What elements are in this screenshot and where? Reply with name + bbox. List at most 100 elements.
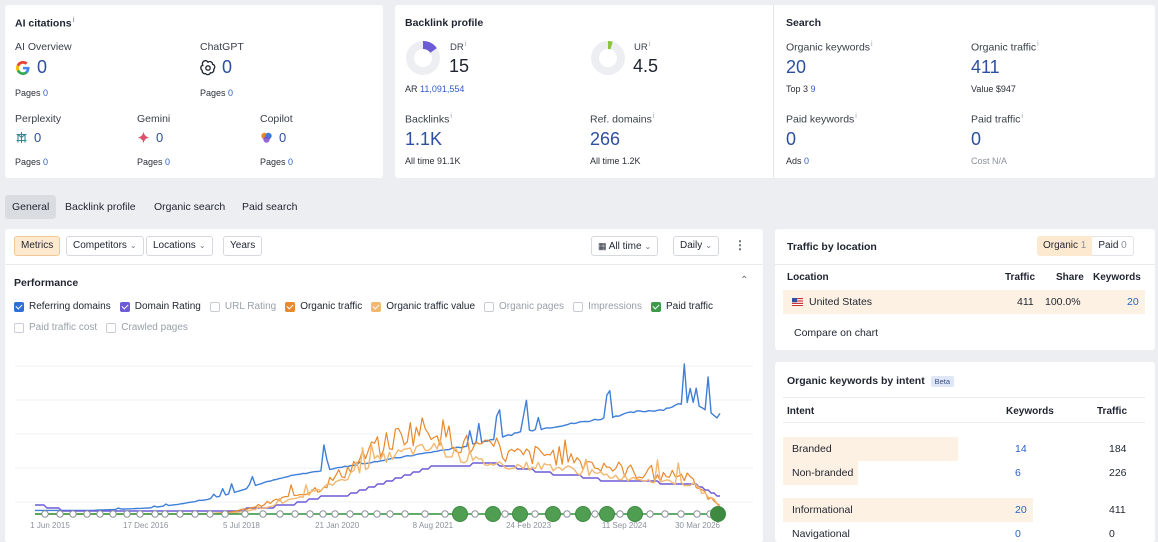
paid-traffic-marker[interactable] xyxy=(471,510,479,518)
intent-keywords[interactable]: 20 xyxy=(1015,504,1027,516)
paid-traffic-marker[interactable] xyxy=(421,510,429,518)
competitors-dropdown[interactable]: Competitors ⌄ xyxy=(66,236,144,256)
paid-traffic-marker[interactable] xyxy=(616,510,624,518)
locations-dropdown[interactable]: Locations ⌄ xyxy=(146,236,213,256)
paid-traffic-marker[interactable] xyxy=(161,510,169,518)
intent-keywords[interactable]: 14 xyxy=(1015,443,1027,455)
paid-traffic-marker[interactable] xyxy=(361,510,369,518)
paid-traffic-marker[interactable] xyxy=(501,510,509,518)
paid-traffic-marker[interactable] xyxy=(221,510,229,518)
intent-keywords[interactable]: 6 xyxy=(1015,467,1021,479)
organic-traffic-value[interactable]: 411 xyxy=(971,57,1000,77)
checkbox-paid-traffic-cost[interactable]: Paid traffic cost xyxy=(14,322,97,333)
checkbox-paid-traffic[interactable]: Paid traffic xyxy=(650,301,713,312)
paid-traffic-marker[interactable] xyxy=(136,510,144,518)
backlinks-value[interactable]: 1.1K xyxy=(405,129,443,149)
paid-traffic-marker[interactable] xyxy=(96,510,104,518)
paid-traffic-marker[interactable] xyxy=(319,510,327,518)
intent-row[interactable]: Non-branded 6 226 xyxy=(783,461,1145,485)
paid-traffic-marker[interactable] xyxy=(151,510,159,518)
paid-traffic-marker[interactable] xyxy=(661,510,669,518)
paid-traffic-marker[interactable] xyxy=(41,510,49,518)
paid-traffic-marker[interactable] xyxy=(441,510,449,518)
checkbox-organic-traffic-value[interactable]: Organic traffic value xyxy=(371,301,475,312)
compare-on-chart-link[interactable]: Compare on chart xyxy=(794,327,879,339)
checkbox-crawled-pages[interactable]: Crawled pages xyxy=(106,322,188,333)
series-line-organic-traffic-value[interactable] xyxy=(35,439,721,515)
paid-traffic-marker[interactable] xyxy=(176,510,184,518)
paid-traffic-marker[interactable] xyxy=(306,510,314,518)
paid-traffic-marker[interactable] xyxy=(206,510,214,518)
intent-row[interactable]: Informational 20 411 xyxy=(783,498,1145,522)
organic-keywords-value[interactable]: 20 xyxy=(786,57,807,77)
paid-traffic-marker[interactable] xyxy=(56,510,64,518)
copilot-metric[interactable]: 0 xyxy=(260,130,286,145)
location-keywords[interactable]: 20 xyxy=(1127,296,1139,308)
paid-traffic-marker[interactable] xyxy=(373,510,381,518)
paid-keywords-value[interactable]: 0 xyxy=(786,129,797,149)
table-row[interactable]: United States 411 100.0% 20 xyxy=(783,290,1145,314)
ref-domains-value[interactable]: 266 xyxy=(590,129,621,149)
paid-traffic-marker[interactable] xyxy=(646,510,654,518)
paid-traffic-marker[interactable] xyxy=(591,510,599,518)
paid-traffic-marker[interactable] xyxy=(109,510,117,518)
paid-traffic-value[interactable]: 0 xyxy=(971,129,982,149)
paid-traffic-marker[interactable] xyxy=(677,510,685,518)
performance-chart[interactable]: 1 Jun 2015 17 Dec 2016 5 Jul 2018 21 Jan 20… xyxy=(5,354,763,542)
gemini-metric[interactable]: 0 xyxy=(137,130,163,145)
series-line-referring-domains[interactable] xyxy=(35,363,721,512)
paid-traffic-marker[interactable] xyxy=(485,506,501,522)
intent-keywords[interactable]: 0 xyxy=(1015,528,1021,540)
metrics-button[interactable]: Metrics xyxy=(14,236,61,256)
paid-traffic-marker[interactable] xyxy=(575,506,591,522)
chatgpt-metric[interactable]: 0 xyxy=(200,57,232,78)
paid-traffic-marker[interactable] xyxy=(123,510,131,518)
paid-traffic-marker[interactable] xyxy=(241,510,249,518)
years-button[interactable]: Years xyxy=(223,236,263,256)
paid-traffic-marker[interactable] xyxy=(563,510,571,518)
date-range-dropdown[interactable]: ▦ All time ⌄ xyxy=(591,236,659,256)
paid-traffic-marker[interactable] xyxy=(531,510,539,518)
paid-traffic-marker[interactable] xyxy=(545,506,561,522)
paid-traffic-marker[interactable] xyxy=(83,510,91,518)
tab-organic-search[interactable]: Organic search xyxy=(154,201,226,213)
granularity-dropdown[interactable]: Daily ⌄ xyxy=(673,236,719,256)
toggle-paid[interactable]: Paid 0 xyxy=(1092,236,1134,256)
toggle-organic[interactable]: Organic 1 xyxy=(1037,236,1093,256)
checkbox-url-rating[interactable]: URL Rating xyxy=(209,301,276,312)
paid-traffic-marker[interactable] xyxy=(191,510,199,518)
checkbox-label: Impressions xyxy=(588,301,642,312)
checkbox-referring-domains[interactable]: Referring domains xyxy=(14,301,111,312)
tab-paid-search[interactable]: Paid search xyxy=(242,201,298,213)
ai-overview-metric[interactable]: 0 xyxy=(15,57,47,78)
paid-traffic-marker[interactable] xyxy=(452,506,468,522)
paid-traffic-marker[interactable] xyxy=(69,510,77,518)
paid-traffic-marker[interactable] xyxy=(346,510,354,518)
more-options-icon[interactable]: ⋮ xyxy=(734,238,746,252)
paid-traffic-marker[interactable] xyxy=(331,510,339,518)
checkbox-impressions[interactable]: Impressions xyxy=(573,301,642,312)
paid-traffic-marker[interactable] xyxy=(386,510,394,518)
tab-general[interactable]: General xyxy=(5,195,57,219)
x-tick-label: 5 Jul 2018 xyxy=(223,521,260,530)
checkbox-organic-traffic[interactable]: Organic traffic xyxy=(285,301,362,312)
paid-traffic-marker[interactable] xyxy=(512,506,528,522)
paid-traffic-marker[interactable] xyxy=(259,510,267,518)
checkbox-organic-pages[interactable]: Organic pages xyxy=(484,301,564,312)
collapse-icon[interactable]: ⌃ xyxy=(740,275,749,286)
series-line-domain-rating[interactable] xyxy=(35,462,720,512)
checkbox-label: Organic pages xyxy=(499,301,565,312)
perplexity-metric[interactable]: 0 xyxy=(15,130,41,145)
intent-row[interactable]: Branded 14 184 xyxy=(783,437,1145,461)
paid-traffic-marker[interactable] xyxy=(693,510,701,518)
checkbox-domain-rating[interactable]: Domain Rating xyxy=(119,301,201,312)
intent-row[interactable]: Navigational 0 0 xyxy=(783,522,1145,542)
paid-traffic-marker[interactable] xyxy=(599,506,615,522)
tab-backlink-profile[interactable]: Backlink profile xyxy=(65,201,136,213)
info-icon[interactable]: i xyxy=(72,17,75,24)
paid-traffic-marker[interactable] xyxy=(276,510,284,518)
series-line-organic-traffic[interactable] xyxy=(35,417,721,515)
paid-traffic-marker[interactable] xyxy=(291,510,299,518)
paid-traffic-marker[interactable] xyxy=(627,506,643,522)
paid-traffic-marker[interactable] xyxy=(401,510,409,518)
